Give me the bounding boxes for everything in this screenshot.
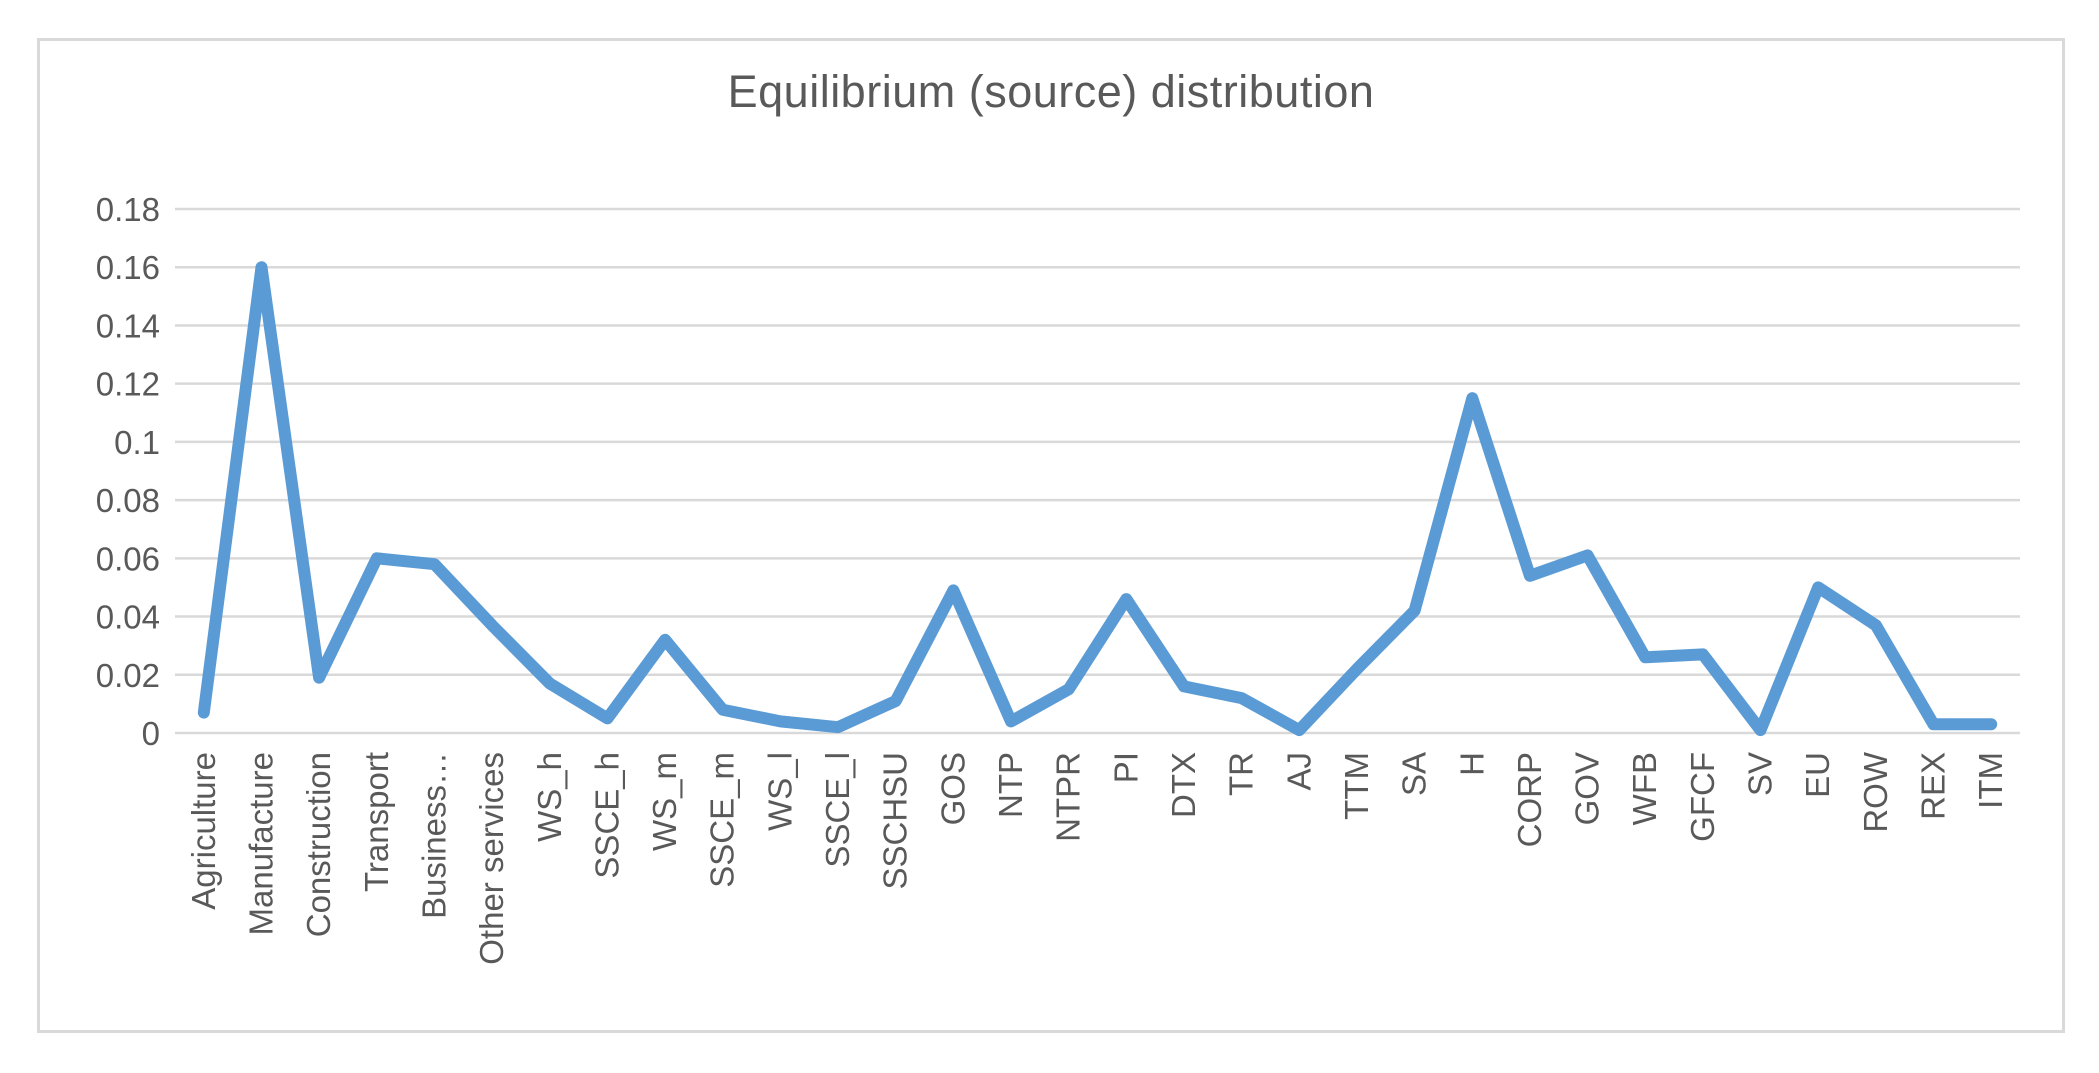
x-axis-category-label: ITM — [1972, 752, 2009, 809]
y-axis-tick-label: 0.08 — [96, 482, 160, 519]
x-axis-category-label: NTPR — [1050, 752, 1087, 842]
x-axis-category-label: SSCE_l — [819, 752, 856, 868]
x-axis-category-label: AJ — [1280, 752, 1317, 791]
x-axis-category-label: Transport — [358, 752, 395, 892]
x-axis-category-label: NTP — [992, 752, 1029, 818]
x-axis-category-label: REX — [1915, 752, 1952, 820]
x-axis-category-label: Agriculture — [185, 752, 222, 910]
x-axis-category-label: PI — [1107, 752, 1144, 783]
x-axis-category-label: WFB — [1626, 752, 1663, 825]
data-series-line — [197, 261, 1998, 737]
x-axis-category-label: GOV — [1569, 752, 1606, 825]
x-axis-category-label: Other services — [473, 752, 510, 965]
y-axis-tick-label: 0.02 — [96, 657, 160, 694]
y-axis-tick-label: 0.1 — [114, 424, 160, 461]
chart-frame — [37, 38, 2065, 1033]
y-axis-tick-label: 0 — [142, 715, 160, 752]
x-axis-category-label: SSCE_m — [704, 752, 741, 888]
x-axis-category-label: Business… — [415, 752, 452, 919]
x-axis-category-label: WS_h — [531, 752, 568, 842]
x-axis-category-label: CORP — [1511, 752, 1548, 847]
x-axis-category-label: GOS — [934, 752, 971, 825]
x-axis-category-label: GFCF — [1684, 752, 1721, 842]
x-axis-category-label: TTM — [1338, 752, 1375, 820]
y-axis-tick-label: 0.06 — [96, 540, 160, 577]
x-axis-category-label: ROW — [1857, 751, 1894, 833]
y-axis-tick-label: 0.16 — [96, 249, 160, 286]
y-axis-tick-label: 0.18 — [96, 191, 160, 228]
x-axis-category-label: DTX — [1165, 752, 1202, 818]
x-axis-category-label: TR — [1223, 752, 1260, 796]
y-axis-tick-label: 0.14 — [96, 307, 160, 344]
x-axis-category-label: SA — [1396, 752, 1433, 796]
x-axis-category-label: EU — [1799, 752, 1836, 798]
x-axis-category-label: SSCE_h — [588, 752, 625, 879]
y-axis-tick-label: 0.04 — [96, 599, 160, 636]
x-axis-category-label: SV — [1742, 752, 1779, 796]
y-axis-tick-label: 0.12 — [96, 366, 160, 403]
x-axis-category-label: Construction — [300, 752, 337, 937]
x-axis-category-label: H — [1453, 752, 1490, 776]
x-axis-category-label: Manufacture — [242, 752, 279, 935]
x-axis-category-label: SSCHSU — [877, 752, 914, 890]
x-axis-category-label: WS_l — [761, 752, 798, 831]
x-axis-category-label: WS_m — [646, 752, 683, 851]
